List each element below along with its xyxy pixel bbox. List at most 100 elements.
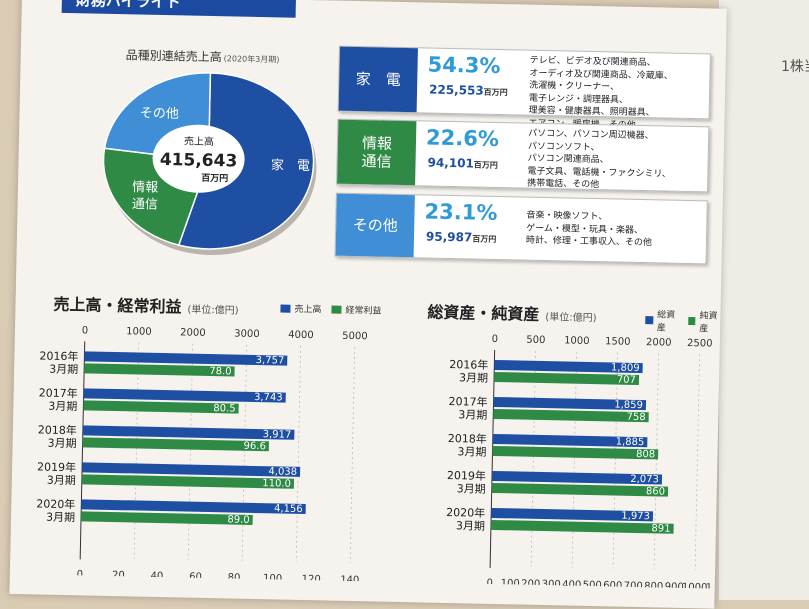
bar-純資産 bbox=[493, 371, 640, 386]
top-tick-label: 2000 bbox=[646, 337, 672, 349]
bar-value-label: 891 bbox=[651, 523, 670, 534]
bar-value-label: 3,757 bbox=[255, 355, 284, 367]
category-label: 2017年 bbox=[448, 394, 487, 409]
y-axis-line bbox=[79, 341, 86, 560]
bar-総資産 bbox=[493, 396, 647, 411]
pie-slice-label: 通信 bbox=[132, 197, 158, 213]
bar-value-label: 110.0 bbox=[262, 478, 291, 490]
gridline bbox=[530, 350, 537, 567]
bar-value-label: 707 bbox=[617, 375, 636, 386]
segment-tag: その他 bbox=[335, 193, 415, 258]
segment-box-other: その他 23.1% 95,987百万円 音楽・映像ソフト、 ゲーム・模型・玩具・楽… bbox=[334, 192, 708, 265]
bar-売上高 bbox=[82, 425, 295, 440]
category-label: 3月期 bbox=[46, 511, 75, 525]
segment-box-info-comm: 情報 通信 22.6% 94,101百万円 パソコン、パソコン周辺機器、 パソコン… bbox=[336, 118, 710, 193]
top-tick-label: 1000 bbox=[564, 335, 590, 347]
bottom-tick-label: 60 bbox=[189, 572, 202, 582]
category-label: 2020年 bbox=[36, 496, 75, 511]
segment-desc: テレビ、ビデオ及び関連商品、 オーディオ及び関連商品、冷蔵庫、 洗濯機・クリーナー、… bbox=[528, 55, 673, 133]
gridline bbox=[295, 345, 302, 562]
category-label: 3月期 bbox=[48, 400, 77, 414]
right-page-text: 1株当 bbox=[781, 59, 809, 75]
top-tick-label: 2500 bbox=[687, 338, 713, 350]
top-tick-label: 5000 bbox=[342, 331, 368, 343]
pie-slice-label: 家 電 bbox=[271, 157, 310, 174]
category-label: 3月期 bbox=[456, 519, 485, 533]
bar-value-label: 78.0 bbox=[209, 366, 231, 377]
category-label: 3月期 bbox=[49, 363, 78, 377]
pie-center-label: 売上高 bbox=[184, 134, 214, 148]
bar-value-label: 96.6 bbox=[243, 441, 265, 452]
legend-swatch bbox=[687, 317, 696, 326]
bar-value-label: 3,743 bbox=[254, 392, 283, 404]
category-label: 3月期 bbox=[47, 474, 76, 488]
bottom-tick-label: 300 bbox=[542, 579, 561, 589]
category-label: 3月期 bbox=[47, 437, 76, 451]
bar-経常利益 bbox=[80, 511, 253, 525]
segment-desc-line: 時計、修理・工事収入、その他 bbox=[525, 235, 653, 249]
category-label: 2018年 bbox=[38, 422, 77, 437]
category-label: 2019年 bbox=[447, 468, 486, 483]
bottom-axis: 0 20 40 60 80 100 120 140 bbox=[77, 569, 360, 581]
gridline bbox=[694, 354, 701, 571]
pie-center-value: 415,643 bbox=[160, 150, 238, 172]
bar-value-label: 1,973 bbox=[621, 511, 650, 523]
bottom-tick-label: 0 bbox=[486, 578, 493, 589]
top-tick-label: 4000 bbox=[288, 330, 314, 342]
legend-swatch bbox=[280, 303, 291, 313]
bottom-tick-label: 40 bbox=[150, 571, 163, 582]
gridline bbox=[187, 343, 194, 560]
category-label: 2018年 bbox=[448, 431, 487, 446]
bottom-tick-label: 600 bbox=[603, 580, 622, 588]
bottom-tick-label: 700 bbox=[624, 581, 643, 589]
bar-純資産 bbox=[492, 445, 659, 460]
gridline bbox=[133, 342, 140, 559]
top-tick-label: 500 bbox=[526, 335, 545, 346]
bottom-tick-label: 100 bbox=[501, 578, 520, 588]
category-label: 2017年 bbox=[39, 385, 78, 400]
segment-pct: 22.6% bbox=[425, 125, 500, 152]
bar-value-label: 808 bbox=[636, 449, 655, 460]
bar-value-label: 758 bbox=[626, 412, 645, 423]
bar-value-label: 1,885 bbox=[616, 437, 645, 449]
bar-総資産 bbox=[494, 359, 643, 374]
bar-売上高 bbox=[84, 351, 288, 366]
category-label: 2016年 bbox=[39, 348, 78, 363]
segment-tag: 情報 通信 bbox=[337, 119, 417, 186]
bottom-tick-label: 500 bbox=[583, 580, 602, 589]
segment-pct: 23.1% bbox=[424, 199, 498, 226]
bar-value-label: 1,859 bbox=[614, 399, 643, 411]
gridline bbox=[241, 344, 248, 561]
top-tick-label: 1000 bbox=[126, 326, 152, 338]
right-page: 1株当 bbox=[718, 0, 809, 600]
bar-value-label: 4,156 bbox=[274, 503, 303, 515]
bottom-tick-label: 80 bbox=[228, 572, 241, 581]
gridline bbox=[349, 347, 356, 564]
top-tick-label: 0 bbox=[82, 325, 89, 336]
segment-amount: 95,987百万円 bbox=[425, 229, 497, 245]
bar-総資産 bbox=[491, 507, 654, 522]
bottom-tick-label: 1000 bbox=[682, 582, 708, 589]
bottom-tick-label: 800 bbox=[644, 581, 663, 588]
pie-title: 品種別連結売上高 (2020年3月期) bbox=[125, 48, 280, 65]
bottom-tick-label: 0 bbox=[77, 569, 84, 580]
bar-value-label: 89.0 bbox=[227, 514, 249, 525]
bar-総資産 bbox=[491, 470, 663, 485]
pie-slice-label: 情報 bbox=[132, 180, 158, 196]
bar-経常利益 bbox=[84, 363, 235, 377]
legend-swatch bbox=[645, 316, 654, 325]
segment-pct: 54.3% bbox=[427, 52, 501, 79]
bar-value-label: 4,038 bbox=[268, 466, 297, 478]
bar-純資産 bbox=[491, 482, 669, 497]
bottom-tick-label: 100 bbox=[263, 573, 282, 581]
bar-経常利益 bbox=[81, 474, 295, 489]
top-tick-label: 0 bbox=[492, 334, 499, 345]
bar-売上高 bbox=[81, 462, 301, 477]
top-tick-label: 1500 bbox=[605, 336, 631, 348]
gridline bbox=[571, 351, 578, 568]
bar-経常利益 bbox=[83, 400, 239, 414]
category-label: 3月期 bbox=[458, 408, 487, 422]
top-tick-label: 3000 bbox=[234, 329, 260, 341]
